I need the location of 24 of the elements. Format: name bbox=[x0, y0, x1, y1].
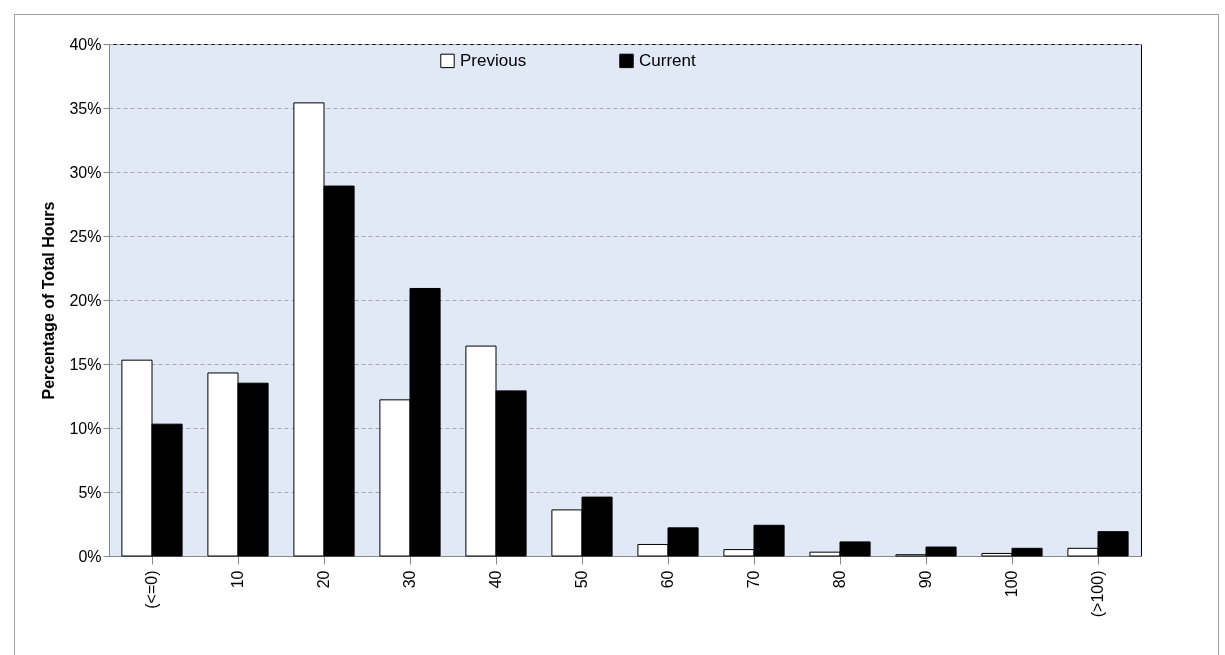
y-axis-title: Percentage of Total Hours bbox=[40, 201, 58, 400]
x-tick-label: 30 bbox=[401, 570, 418, 589]
y-tick-label: 25% bbox=[69, 227, 102, 245]
y-tick-label: 15% bbox=[69, 355, 102, 373]
y-tick-label: 10% bbox=[69, 419, 102, 437]
legend-label: Previous bbox=[460, 50, 527, 70]
x-tick-label: (>100) bbox=[1089, 570, 1106, 618]
x-tick-label: 90 bbox=[917, 570, 934, 589]
y-tick-label: 0% bbox=[78, 547, 102, 565]
y-tick-label: 30% bbox=[69, 163, 102, 181]
x-tick-label: 70 bbox=[745, 570, 762, 589]
y-tick-label: 35% bbox=[69, 99, 102, 117]
y-tick-label: 40% bbox=[69, 35, 102, 53]
x-tick-label: 100 bbox=[1003, 570, 1020, 598]
x-tick-label: 40 bbox=[487, 570, 504, 589]
x-tick-label: 20 bbox=[315, 570, 332, 589]
legend-label: Current bbox=[639, 50, 696, 70]
x-tick-label: (<=0) bbox=[143, 570, 160, 609]
y-tick-label: 5% bbox=[78, 483, 102, 501]
x-tick-label: 80 bbox=[831, 570, 848, 589]
x-tick-label: 50 bbox=[573, 570, 590, 589]
x-tick-label: 60 bbox=[659, 570, 676, 589]
x-tick-label: 10 bbox=[229, 570, 246, 589]
y-tick-label: 20% bbox=[69, 291, 102, 309]
